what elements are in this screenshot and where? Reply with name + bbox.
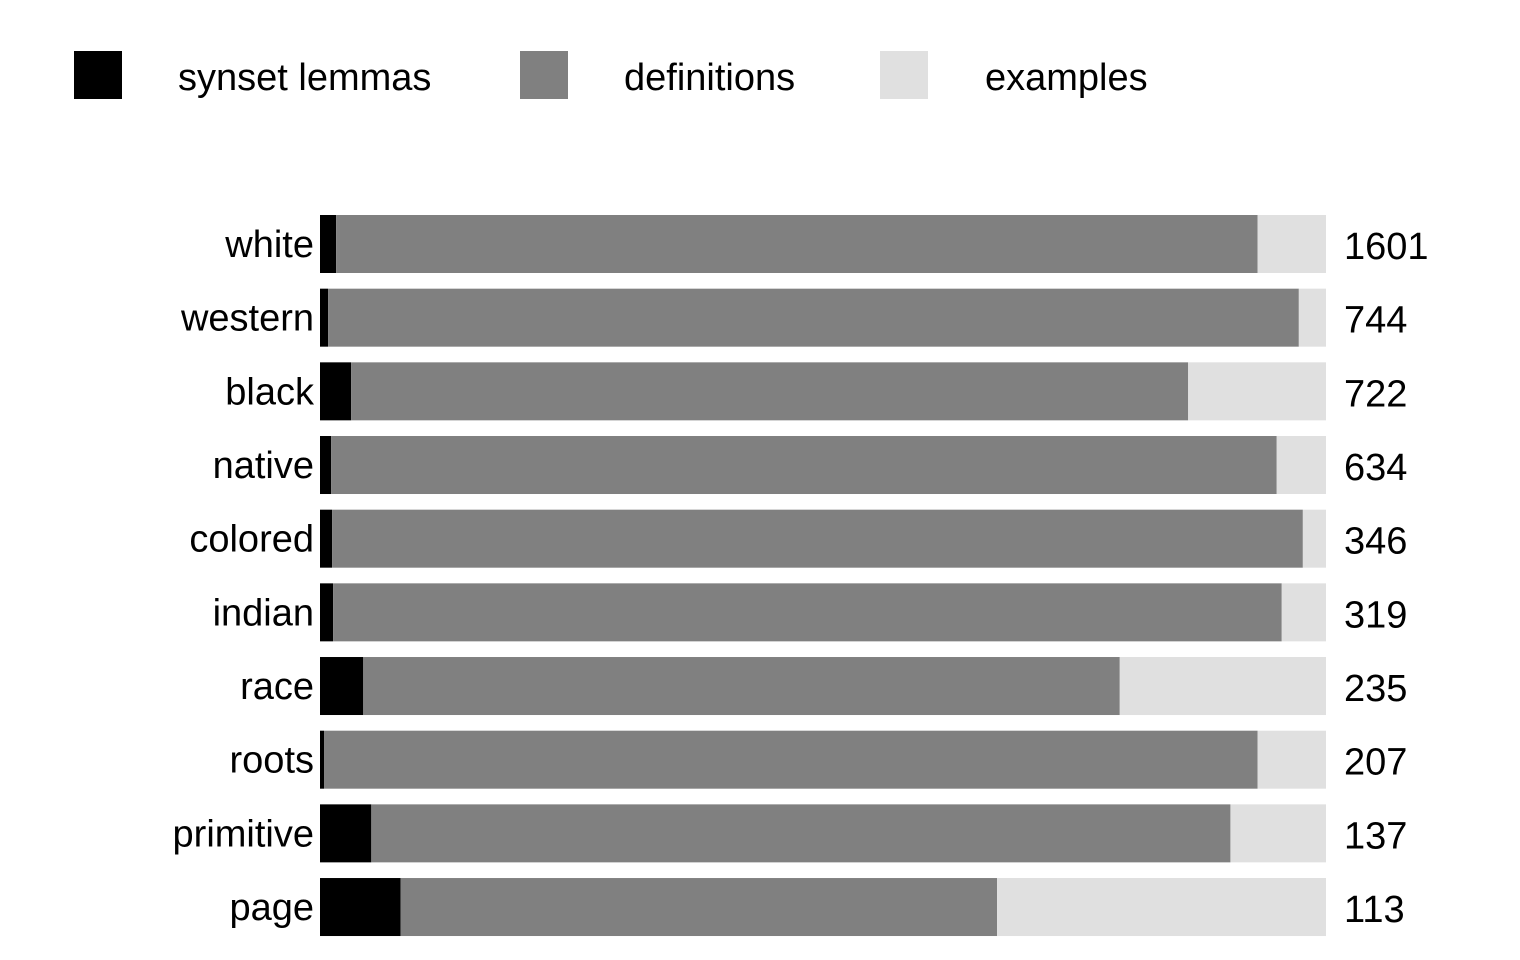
bar-roots-definitions: [324, 730, 1258, 789]
total-labels: 1601 744 722 634 346 319 235 207 137 113: [1344, 226, 1429, 931]
bar-race-examples: [1119, 657, 1326, 716]
legend-swatch-synset-lemmas: [74, 51, 122, 99]
bar-primitive-definitions: [371, 804, 1231, 863]
category-label-native: native: [213, 445, 314, 487]
legend: synset lemmas definitions examples: [74, 51, 1148, 99]
bar-primitive-examples: [1230, 804, 1326, 863]
category-label-page: page: [229, 887, 314, 929]
legend-label-definitions: definitions: [624, 57, 795, 99]
total-label-page: 113: [1344, 889, 1405, 931]
legend-swatch-examples: [880, 51, 928, 99]
bar-western-synset-lemmas: [320, 288, 329, 347]
bar-indian-definitions: [333, 583, 1282, 642]
total-label-race: 235: [1344, 668, 1407, 710]
bar-race-definitions: [363, 657, 1120, 716]
bars: [320, 215, 1326, 937]
bar-white-definitions: [336, 215, 1258, 273]
total-label-indian: 319: [1344, 594, 1407, 636]
total-label-western: 744: [1344, 300, 1407, 342]
bar-western-definitions: [328, 288, 1299, 347]
category-label-colored: colored: [189, 519, 314, 561]
bar-western-examples: [1298, 288, 1326, 347]
bar-page-examples: [997, 878, 1326, 937]
total-label-roots: 207: [1344, 742, 1407, 784]
bar-native-definitions: [331, 436, 1277, 495]
category-label-primitive: primitive: [173, 813, 314, 855]
category-label-white: white: [224, 224, 314, 266]
total-label-native: 634: [1344, 447, 1407, 489]
bar-roots-synset-lemmas: [320, 730, 325, 789]
total-label-black: 722: [1344, 373, 1407, 415]
category-label-race: race: [240, 666, 314, 708]
bar-page-synset-lemmas: [320, 878, 401, 937]
bar-indian-examples: [1281, 583, 1326, 642]
category-labels: white western black native colored indian race…: [173, 224, 315, 929]
bar-indian-synset-lemmas: [320, 583, 334, 642]
bar-primitive-synset-lemmas: [320, 804, 372, 863]
bar-black-synset-lemmas: [320, 362, 352, 421]
legend-label-examples: examples: [985, 57, 1148, 99]
bar-white-synset-lemmas: [320, 215, 337, 273]
total-label-primitive: 137: [1344, 815, 1407, 857]
bar-colored-examples: [1302, 509, 1326, 568]
bar-colored-synset-lemmas: [320, 509, 333, 568]
bar-black-definitions: [351, 362, 1189, 421]
bar-black-examples: [1188, 362, 1326, 421]
legend-swatch-definitions: [520, 51, 568, 99]
bar-roots-examples: [1257, 730, 1326, 789]
category-label-indian: indian: [213, 592, 314, 634]
bar-page-definitions: [400, 878, 998, 937]
bar-native-synset-lemmas: [320, 436, 332, 495]
bar-colored-definitions: [332, 509, 1303, 568]
category-label-western: western: [180, 298, 314, 340]
total-label-colored: 346: [1344, 521, 1407, 563]
legend-label-synset-lemmas: synset lemmas: [178, 57, 431, 99]
total-label-white: 1601: [1344, 226, 1429, 268]
category-label-roots: roots: [230, 740, 314, 782]
bar-race-synset-lemmas: [320, 657, 364, 716]
bar-native-examples: [1276, 436, 1326, 495]
category-label-black: black: [225, 371, 315, 413]
bar-white-examples: [1257, 215, 1326, 273]
